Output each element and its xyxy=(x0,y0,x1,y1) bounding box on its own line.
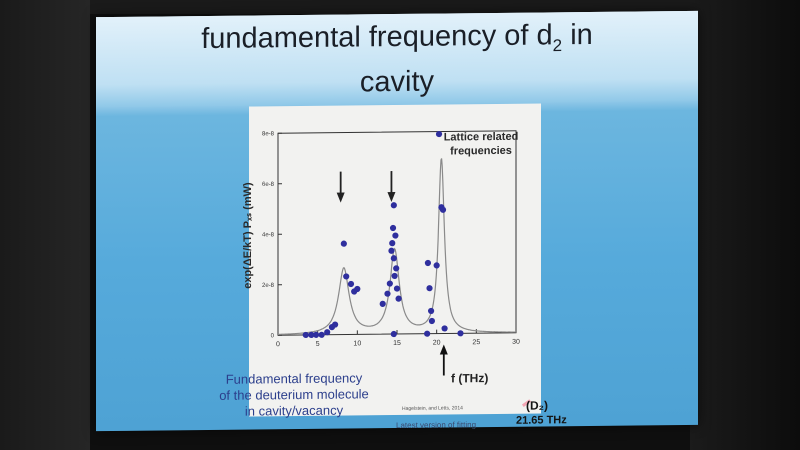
x-tick-label: 5 xyxy=(316,341,320,348)
data-point xyxy=(308,331,315,338)
footnote: Latest version of fitting xyxy=(396,420,477,431)
room-right-wall xyxy=(690,0,800,450)
data-point xyxy=(390,202,397,209)
room-left-wall xyxy=(0,0,90,450)
data-point xyxy=(392,232,399,239)
annotation-line1: Lattice related xyxy=(443,130,519,144)
data-point xyxy=(424,259,432,267)
caption-line1: Fundamental frequency xyxy=(225,370,363,387)
data-point xyxy=(389,240,396,247)
x-tick-label: 15 xyxy=(393,340,401,347)
data-point xyxy=(439,206,447,213)
data-point xyxy=(302,331,309,339)
citation: Hagelstein, and Letts, 2014 xyxy=(402,405,463,412)
data-point xyxy=(428,317,436,325)
data-point xyxy=(393,265,400,272)
chart-annotation: Lattice related frequencies xyxy=(426,130,536,159)
data-point xyxy=(332,321,339,328)
x-tick-label: 10 xyxy=(353,340,361,347)
y-tick-label: 2e-8 xyxy=(262,283,275,289)
y-axis-label: exp(ΔE/kT) Pₓₛ (mW) xyxy=(242,182,254,289)
data-point xyxy=(391,272,398,280)
data-point xyxy=(428,307,435,315)
y-tick-label: 6e-8 xyxy=(262,182,275,188)
data-point xyxy=(390,330,397,338)
y-tick-label: 4e-8 xyxy=(262,232,275,238)
x-axis-label: f (THz) xyxy=(451,371,489,386)
x-tick-label: 30 xyxy=(512,339,520,346)
annotation-arrowhead xyxy=(336,192,345,203)
caption-line2: of the deuterium molecule xyxy=(219,386,369,403)
frequency-label: 21.65 THz xyxy=(516,414,567,427)
data-point xyxy=(389,224,397,232)
y-tick-label: 0 xyxy=(271,333,275,339)
data-point xyxy=(433,262,440,269)
data-point xyxy=(435,130,443,138)
data-point xyxy=(354,285,361,293)
data-point xyxy=(318,331,325,338)
data-point xyxy=(457,330,464,337)
data-point xyxy=(347,280,355,288)
scatter-chart: 0 5 10 15 20 25 30 0 2e-8 4e-8 6e-8 8e-8 xyxy=(262,130,520,376)
data-point xyxy=(393,285,401,292)
annotation-arrowhead xyxy=(387,192,396,203)
slide-caption: Fundamental frequency of the deuterium m… xyxy=(194,370,394,420)
data-point xyxy=(312,331,320,338)
d2-label: (D₂) xyxy=(526,398,548,413)
caption-line3: in cavity/vacancy xyxy=(244,402,344,419)
data-point xyxy=(386,280,393,287)
x-tick-label: 20 xyxy=(433,340,441,347)
y-tick-label: 8e-8 xyxy=(262,131,275,137)
data-point xyxy=(426,285,433,292)
data-point xyxy=(324,329,331,336)
data-point xyxy=(340,240,347,247)
data-point xyxy=(390,255,397,262)
data-point xyxy=(395,295,402,302)
data-point xyxy=(424,330,431,337)
data-point xyxy=(388,247,395,254)
fit-curve xyxy=(278,158,516,335)
data-point xyxy=(343,273,350,280)
d2-arrowhead xyxy=(439,344,448,355)
data-point xyxy=(384,290,391,297)
x-tick-label: 25 xyxy=(472,339,480,346)
data-point xyxy=(441,325,448,332)
x-tick-label: 0 xyxy=(276,341,280,348)
annotation-line2: frequencies xyxy=(450,144,512,158)
data-point xyxy=(379,300,386,307)
room-top xyxy=(0,0,800,14)
